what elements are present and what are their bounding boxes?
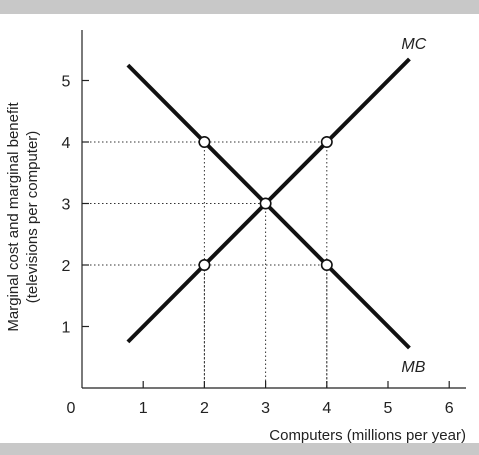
y-tick-label-2: 2	[62, 258, 71, 275]
top-band	[0, 0, 479, 14]
x-tick-label-3: 3	[261, 400, 270, 417]
x-tick-label-6: 6	[445, 400, 454, 417]
point-3-3	[259, 197, 272, 210]
point-2-4	[198, 136, 211, 149]
bottom-band	[0, 443, 479, 455]
dotted-guides	[82, 141, 328, 388]
point-2-2	[198, 258, 211, 271]
x-tick-label-4: 4	[322, 400, 331, 417]
curve-label-mb: MB	[401, 359, 425, 376]
curve-label-mc: MC	[401, 36, 426, 53]
curves: MC MB	[126, 36, 427, 376]
x-tick-label-5: 5	[384, 400, 393, 417]
x-tick-label-2: 2	[200, 400, 209, 417]
y-tick-label-5: 5	[62, 74, 71, 91]
points	[198, 136, 333, 271]
axes	[81, 30, 466, 389]
point-4-2	[320, 258, 333, 271]
point-4-4	[320, 136, 333, 149]
y-tick-label-4: 4	[62, 135, 71, 152]
y-tick-label-1: 1	[62, 320, 71, 337]
y-tick-label-3: 3	[62, 197, 71, 214]
ticks: 1 2 3 4 5 6 1 2 3 4 5	[62, 74, 454, 418]
origin-label: 0	[67, 400, 76, 417]
x-tick-label-1: 1	[139, 400, 148, 417]
y-axis-title-line-2: (televisions per computer)	[24, 131, 41, 304]
labels: 0 Computers (millions per year) Marginal…	[5, 102, 466, 444]
y-axis-title-line-1: Marginal cost and marginal benefit	[5, 102, 22, 332]
x-axis-title: Computers (millions per year)	[269, 427, 466, 444]
